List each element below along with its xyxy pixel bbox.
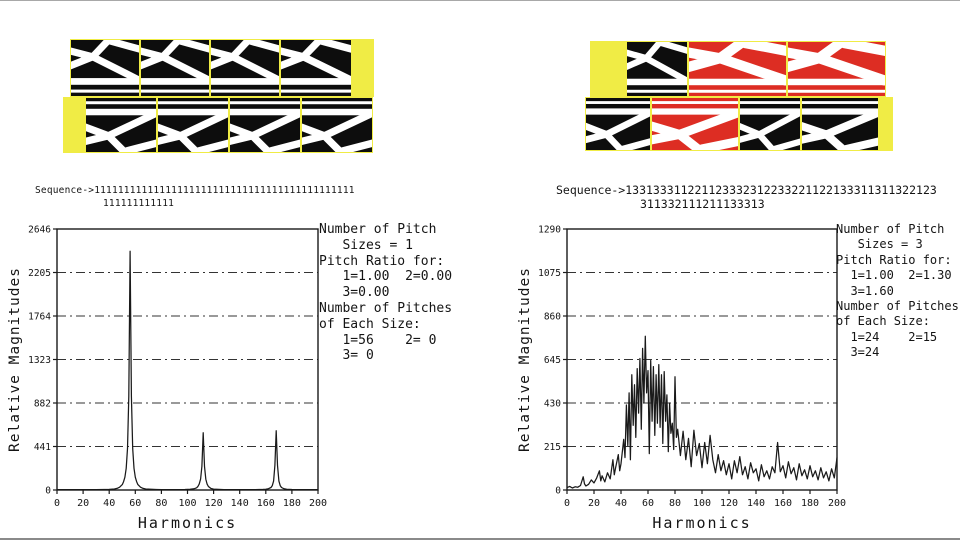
- sequence-text-left-line2: 111111111111: [103, 198, 175, 209]
- y-tick-label: 860: [544, 312, 561, 323]
- tread-block-black: [71, 40, 139, 96]
- y-tick-label: 430: [544, 399, 561, 410]
- pitch-info-line: Number of Pitch: [836, 222, 945, 236]
- pitch-info-left: Number of Pitch Sizes = 1 Pitch Ratio for…: [319, 222, 479, 364]
- tread-block-black: [802, 98, 878, 150]
- pitch-info-line: Sizes = 3: [836, 237, 923, 252]
- y-tick-label: 1323: [28, 355, 51, 366]
- tread-block-black: [586, 98, 650, 150]
- pitch-info-line: Number of Pitches: [319, 300, 453, 316]
- pitch-info-line: Sizes = 1: [319, 237, 413, 253]
- x-tick-label: 200: [828, 498, 846, 509]
- x-tick-label: 160: [774, 498, 792, 509]
- pitch-info-line: of Each Size:: [836, 314, 930, 329]
- tread-pattern-right: [585, 41, 893, 151]
- tread-block-yellow: [590, 41, 626, 97]
- tread-block-black: [740, 98, 800, 150]
- y-axis-label: Relative Magnitudes: [7, 267, 23, 452]
- x-tick-label: 180: [283, 498, 301, 509]
- pitch-info-line: 3=1.60: [836, 283, 894, 298]
- x-tick-label: 120: [205, 498, 223, 509]
- pitch-info-line: of Each Size:: [319, 316, 421, 332]
- y-tick-label: 1075: [538, 268, 561, 279]
- tread-block-yellow: [352, 39, 374, 97]
- tread-block-red: [788, 42, 885, 96]
- x-tick-label: 140: [747, 498, 765, 509]
- spectrum-chart-left: 0 441 882 1323 1764 2205 2646 0 20 40 60 80 100 120 14…: [7, 225, 327, 533]
- pitch-info-line: 3= 0: [319, 348, 374, 364]
- tread-block-black: [211, 40, 279, 96]
- x-tick-label: 40: [615, 498, 627, 509]
- x-tick-label: 20: [588, 498, 600, 509]
- pitch-info-line: Number of Pitches: [836, 299, 959, 314]
- pitch-info-line: 1=1.00 2=0.00: [319, 269, 453, 285]
- tread-block-yellow: [879, 97, 893, 151]
- x-tick-label: 140: [231, 498, 249, 509]
- x-tick-label: 40: [103, 498, 115, 509]
- y-tick-label: 0: [45, 486, 51, 497]
- pitch-info-line: 3=0.00: [319, 285, 390, 301]
- spectrum-chart-right: 0 215 430 645 860 1075 1290 0 20 40 60 80 100 120 140 1…: [517, 225, 846, 533]
- spectrum-series: [566, 335, 838, 489]
- y-tick-label: 215: [544, 442, 561, 453]
- pitch-info-line: Pitch Ratio for:: [319, 253, 445, 269]
- y-tick-label: 1764: [28, 312, 51, 323]
- x-tick-label: 60: [642, 498, 654, 509]
- tread-block-black: [302, 98, 372, 152]
- x-tick-label: 80: [155, 498, 167, 509]
- x-tick-label: 20: [77, 498, 89, 509]
- tread-block-black: [230, 98, 300, 152]
- sequence-text-right-line2: 311332111211133313: [640, 197, 765, 211]
- x-tick-label: 100: [693, 498, 711, 509]
- y-axis-label: Relative Magnitudes: [517, 267, 533, 452]
- x-tick-label: 0: [54, 498, 60, 509]
- tread-block-red: [689, 42, 786, 96]
- tread-block-black: [141, 40, 209, 96]
- x-tick-label: 0: [564, 498, 570, 509]
- x-axis-label: Harmonics: [138, 514, 237, 532]
- y-tick-label: 882: [34, 399, 51, 410]
- pitch-info-line: Number of Pitch: [319, 222, 437, 237]
- pitch-info-line: Pitch Ratio for:: [836, 252, 952, 267]
- x-tick-label: 200: [309, 498, 327, 509]
- pitch-info-line: 1=1.00 2=1.30: [836, 268, 952, 283]
- sequence-text-right-line1: Sequence->133133311221123332312233221122…: [556, 183, 937, 197]
- x-tick-label: 80: [669, 498, 681, 509]
- x-tick-label: 180: [801, 498, 819, 509]
- tread-block-black: [158, 98, 228, 152]
- tread-block-red: [652, 98, 738, 150]
- x-tick-label: 100: [178, 498, 196, 509]
- tread-block-black: [627, 42, 687, 96]
- y-tick-label: 1290: [538, 225, 561, 236]
- spectrum-series: [57, 250, 318, 491]
- pitch-info-right: Number of Pitch Sizes = 3 Pitch Ratio for…: [836, 222, 960, 361]
- x-tick-label: 120: [720, 498, 738, 509]
- tread-pattern-left: [63, 39, 374, 153]
- y-tick-label: 2646: [28, 225, 51, 236]
- y-tick-label: 2205: [28, 268, 51, 279]
- pitch-info-line: 1=24 2=15: [836, 329, 938, 344]
- x-axis-label: Harmonics: [652, 514, 751, 532]
- tread-block-black: [281, 40, 351, 96]
- tread-block-black: [86, 98, 156, 152]
- x-tick-label: 60: [129, 498, 141, 509]
- pitch-info-line: 3=24: [836, 345, 880, 360]
- tread-block-yellow: [63, 97, 85, 153]
- sequence-text-left-line1: Sequence->111111111111111111111111111111…: [35, 185, 355, 196]
- y-tick-label: 441: [34, 442, 51, 453]
- pitch-info-line: 1=56 2= 0: [319, 332, 437, 348]
- x-tick-label: 160: [257, 498, 275, 509]
- y-tick-label: 645: [544, 355, 561, 366]
- y-tick-label: 0: [555, 486, 561, 497]
